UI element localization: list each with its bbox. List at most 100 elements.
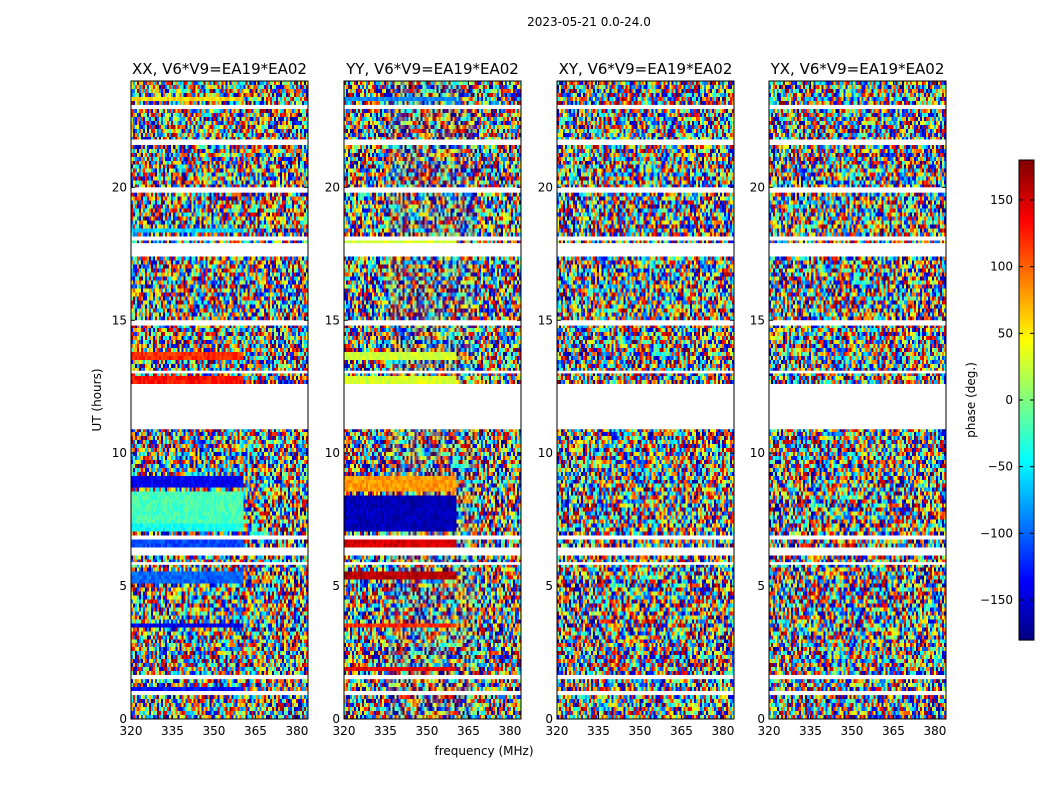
- flagged-band: [769, 187, 946, 193]
- colorbar-segment: [1019, 332, 1034, 337]
- y-tick-label: 20: [325, 180, 340, 194]
- colorbar-segment: [1019, 172, 1034, 177]
- colorbar-segment: [1019, 528, 1034, 533]
- colorbar-segment: [1019, 196, 1034, 201]
- colorbar-segment: [1019, 596, 1034, 601]
- flagged-band: [557, 237, 734, 241]
- flagged-band: [131, 104, 308, 108]
- colorbar-segment: [1019, 404, 1034, 409]
- colorbar-segment: [1019, 204, 1034, 209]
- colorbar-segment: [1019, 412, 1034, 417]
- y-tick-label: 0: [757, 712, 765, 726]
- colorbar-segment: [1019, 620, 1034, 625]
- colorbar-segment: [1019, 488, 1034, 493]
- x-tick-label: 320: [758, 724, 781, 738]
- flagged-band: [769, 562, 946, 565]
- colorbar-segment: [1019, 164, 1034, 169]
- panel-yy: YY, V6*V9=EA19*EA02 320 335 350 365 380 0 5 10 15…: [325, 60, 522, 738]
- colorbar-segment: [1019, 408, 1034, 413]
- panel-title: YY, V6*V9=EA19*EA02: [345, 60, 519, 78]
- y-tick-label: 10: [750, 446, 765, 460]
- x-tick-label: 320: [333, 724, 356, 738]
- flagged-band: [344, 104, 521, 108]
- flagged-band: [557, 692, 734, 696]
- colorbar-segment: [1019, 548, 1034, 553]
- flagged-band: [769, 243, 946, 257]
- colorbar-segment: [1019, 240, 1034, 245]
- flagged-band: [769, 370, 946, 374]
- x-tick-label: 380: [923, 724, 946, 738]
- colorbar-segment: [1019, 260, 1034, 265]
- colorbar-segment: [1019, 472, 1034, 477]
- colorbar-segment: [1019, 464, 1034, 469]
- x-tick-label: 365: [457, 724, 480, 738]
- flagged-band: [344, 548, 521, 555]
- flagged-band: [769, 676, 946, 680]
- colorbar-segment: [1019, 552, 1034, 557]
- colorbar-segment: [1019, 460, 1034, 465]
- flagged-band: [557, 384, 734, 430]
- colorbar-segment: [1019, 184, 1034, 189]
- colorbar-segment: [1019, 612, 1034, 617]
- flagged-band: [131, 370, 308, 374]
- colorbar-segment: [1019, 416, 1034, 421]
- colorbar-segment: [1019, 376, 1034, 381]
- panel-frame: [768, 80, 947, 720]
- flagged-band: [557, 676, 734, 680]
- colorbar-segment: [1019, 536, 1034, 541]
- colorbar-segment: [1019, 508, 1034, 513]
- colorbar-segment: [1019, 372, 1034, 377]
- panel-frame: [556, 80, 735, 720]
- colorbar-segment: [1019, 292, 1034, 297]
- colorbar-segment: [1019, 436, 1034, 441]
- flagged-band: [769, 535, 946, 539]
- panel-title: XY, V6*V9=EA19*EA02: [559, 60, 733, 78]
- colorbar-segment: [1019, 320, 1034, 325]
- y-tick-label: 0: [545, 712, 553, 726]
- colorbar-segment: [1019, 604, 1034, 609]
- panel-title: YX, V6*V9=EA19*EA02: [770, 60, 945, 78]
- colorbar-segment: [1019, 608, 1034, 613]
- colorbar-segment: [1019, 540, 1034, 545]
- y-tick-label: 0: [119, 712, 127, 726]
- flagged-band: [344, 676, 521, 680]
- colorbar-segment: [1019, 312, 1034, 317]
- colorbar-segment: [1019, 324, 1034, 329]
- colorbar-segment: [1019, 516, 1034, 521]
- colorbar-segment: [1019, 388, 1034, 393]
- colorbar-segment: [1019, 456, 1034, 461]
- flagged-band: [344, 139, 521, 145]
- colorbar-segment: [1019, 352, 1034, 357]
- colorbar-segment: [1019, 280, 1034, 285]
- panel-title: XX, V6*V9=EA19*EA02: [132, 60, 307, 78]
- colorbar-segment: [1019, 336, 1034, 341]
- colorbar: −150 −100 −50 0 50 100 150: [980, 159, 1035, 641]
- x-tick-label: 350: [416, 724, 439, 738]
- colorbar-segment: [1019, 252, 1034, 257]
- colorbar-segment: [1019, 268, 1034, 273]
- colorbar-segment: [1019, 192, 1034, 197]
- colorbar-segment: [1019, 160, 1034, 165]
- colorbar-segment: [1019, 588, 1034, 593]
- flagged-band: [344, 237, 521, 241]
- colorbar-segment: [1019, 496, 1034, 501]
- colorbar-segment: [1019, 168, 1034, 173]
- x-tick-label: 335: [799, 724, 822, 738]
- y-tick-label: 15: [325, 313, 340, 327]
- colorbar-segment: [1019, 356, 1034, 361]
- panel-xx: XX, V6*V9=EA19*EA02 320 335 350 365 380 0 5 10 15…: [112, 60, 309, 738]
- colorbar-segment: [1019, 176, 1034, 181]
- flagged-band: [344, 562, 521, 565]
- flagged-band: [131, 237, 308, 241]
- colorbar-segment: [1019, 360, 1034, 365]
- flagged-band: [131, 320, 308, 326]
- y-tick-label: 15: [112, 313, 127, 327]
- colorbar-segment: [1019, 232, 1034, 237]
- flagged-band: [131, 562, 308, 565]
- x-tick-label: 350: [629, 724, 652, 738]
- figure-suptitle: 2023-05-21 0.0-24.0: [527, 15, 651, 29]
- panel-frame: [130, 80, 309, 720]
- panel-yx: YX, V6*V9=EA19*EA02 320 335 350 365 380 0 5 10 15…: [750, 60, 947, 738]
- flagged-band: [344, 692, 521, 696]
- flagged-band: [131, 692, 308, 696]
